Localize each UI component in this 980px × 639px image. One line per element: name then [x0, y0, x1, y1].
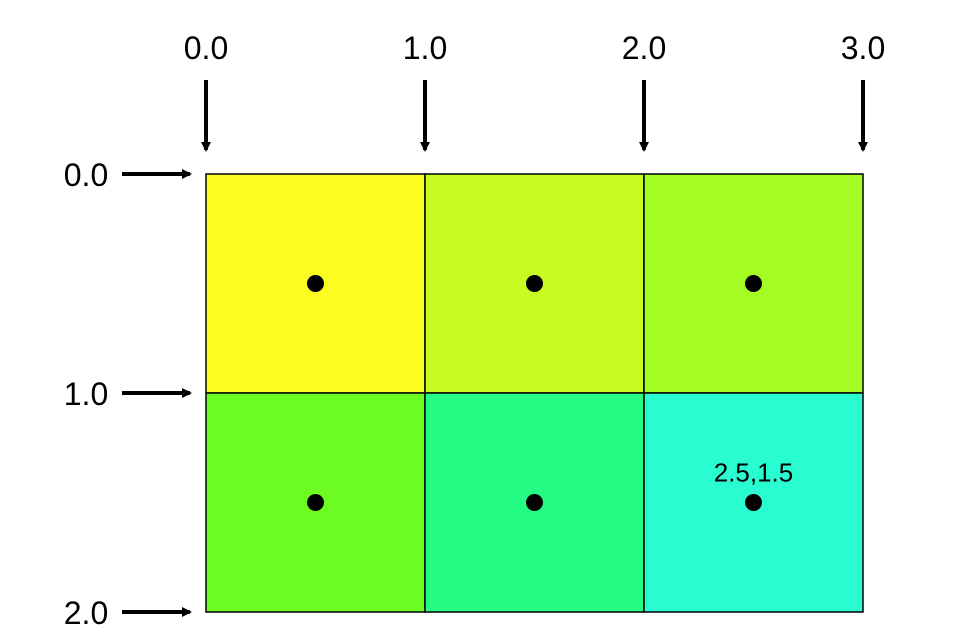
x-tick-label: 3.0 [841, 30, 885, 66]
x-tick-label: 0.0 [184, 30, 228, 66]
grid-cells: 2.5,1.5 [205, 173, 864, 613]
cell-center-dot [745, 275, 762, 292]
cell-center-dot [526, 275, 543, 292]
y-tick-label: 0.0 [64, 157, 108, 193]
cell-center-dot [745, 494, 762, 511]
y-axis: 0.0 1.0 2.0 [64, 157, 192, 631]
cell-center-dot [526, 494, 543, 511]
cell-center-label: 2.5,1.5 [714, 458, 794, 488]
x-tick-label: 1.0 [403, 30, 447, 66]
x-axis: 0.0 1.0 2.0 3.0 [184, 30, 885, 152]
x-tick-label: 2.0 [622, 30, 666, 66]
cell-center-dot [307, 275, 324, 292]
cell-center-dot [307, 494, 324, 511]
y-tick-label: 2.0 [64, 595, 108, 631]
y-tick-label: 1.0 [64, 376, 108, 412]
